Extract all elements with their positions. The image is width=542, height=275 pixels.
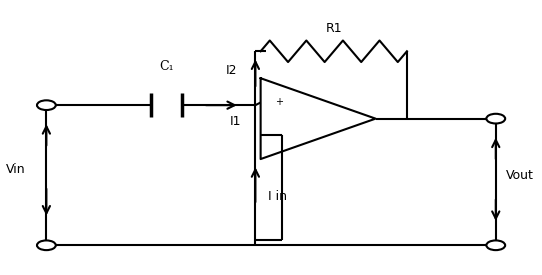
Text: I in: I in bbox=[268, 190, 287, 203]
Text: Vin: Vin bbox=[6, 163, 25, 176]
Text: R1: R1 bbox=[325, 22, 342, 35]
Text: +: + bbox=[275, 97, 283, 108]
Text: I1: I1 bbox=[229, 115, 241, 128]
Circle shape bbox=[486, 240, 505, 250]
Circle shape bbox=[486, 114, 505, 123]
Text: C₁: C₁ bbox=[159, 60, 174, 73]
Text: −: − bbox=[275, 130, 283, 140]
Text: I2: I2 bbox=[225, 64, 237, 77]
Circle shape bbox=[37, 240, 56, 250]
Text: Vout: Vout bbox=[506, 169, 534, 182]
Circle shape bbox=[37, 100, 56, 110]
